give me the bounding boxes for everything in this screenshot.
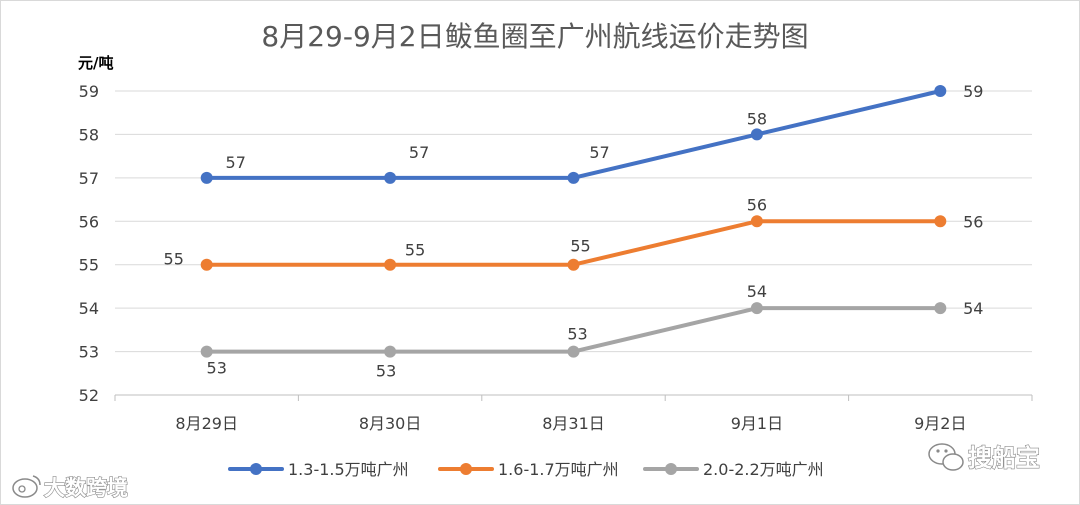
- watermark-right-text: 搜船宝: [968, 444, 1040, 472]
- y-tick-label: 59: [79, 82, 99, 101]
- data-point: [567, 171, 580, 184]
- watermark-left-text: 大数跨境: [44, 476, 128, 500]
- data-point: [384, 171, 397, 184]
- legend-marker: [460, 463, 472, 475]
- chart-title: 8月29-9月2日鲅鱼圈至广州航线运价走势图: [261, 20, 808, 53]
- legend-label: 1.6-1.7万吨广州: [498, 460, 619, 479]
- legend-marker: [665, 463, 677, 475]
- legend-marker: [250, 463, 262, 475]
- watermark-right: 搜船宝: [928, 443, 1041, 473]
- data-label: 53: [207, 359, 227, 378]
- legend: 1.3-1.5万吨广州 1.6-1.7万吨广州 2.0-2.2万吨广州: [228, 460, 824, 479]
- data-label: 56: [747, 195, 767, 214]
- data-point: [934, 85, 947, 97]
- data-point: [567, 345, 580, 358]
- data-point: [200, 345, 213, 358]
- data-label: 53: [376, 362, 396, 381]
- y-tick-label: 58: [79, 125, 99, 144]
- y-tick-label: 57: [79, 169, 99, 188]
- legend-label: 1.3-1.5万吨广州: [288, 460, 409, 479]
- data-label: 57: [589, 143, 609, 162]
- data-label: 57: [226, 153, 246, 172]
- data-label: 54: [747, 282, 767, 301]
- data-point: [200, 171, 213, 184]
- y-tick-label: 56: [79, 212, 99, 231]
- y-axis-unit: 元/吨: [78, 54, 113, 72]
- data-point: [934, 302, 947, 315]
- y-axis-ticks: 52 53 54 55 56 57 58 59: [79, 82, 99, 405]
- data-point: [750, 302, 763, 315]
- data-point: [934, 215, 947, 228]
- data-label: 55: [164, 250, 184, 269]
- data-point: [384, 345, 397, 358]
- legend-label: 2.0-2.2万吨广州: [703, 460, 824, 479]
- x-tick-label: 8月31日: [542, 414, 605, 433]
- watermark-left: 大数跨境: [12, 475, 129, 501]
- data-point: [750, 215, 763, 228]
- y-tick-label: 54: [79, 299, 99, 318]
- y-tick-label: 53: [79, 343, 99, 362]
- series-lines: [200, 85, 947, 358]
- wechat-icon: [928, 443, 964, 471]
- x-tick-label: 9月1日: [731, 414, 783, 433]
- weibo-icon: [12, 475, 41, 498]
- x-axis: 8月29日 8月30日 8月31日 9月1日 9月2日: [114, 394, 1033, 433]
- data-point: [200, 258, 213, 271]
- data-labels: 57 57 57 58 59 55 55 55 56 56 53 53 53 54 54: [164, 82, 984, 381]
- x-tick-label: 9月2日: [914, 414, 966, 433]
- x-tick-label: 8月29日: [175, 414, 238, 433]
- y-tick-label: 55: [79, 256, 99, 275]
- data-label: 58: [747, 109, 767, 128]
- data-label: 53: [567, 325, 587, 344]
- data-point: [567, 258, 580, 271]
- data-point: [384, 258, 397, 271]
- y-tick-label: 52: [79, 386, 99, 405]
- data-label: 55: [570, 237, 590, 256]
- x-tick-label: 8月30日: [359, 414, 422, 433]
- data-label: 56: [963, 212, 983, 231]
- data-point: [750, 128, 763, 141]
- data-label: 54: [963, 299, 983, 318]
- data-label: 55: [405, 241, 425, 260]
- data-label: 57: [409, 143, 429, 162]
- data-label: 59: [963, 82, 983, 101]
